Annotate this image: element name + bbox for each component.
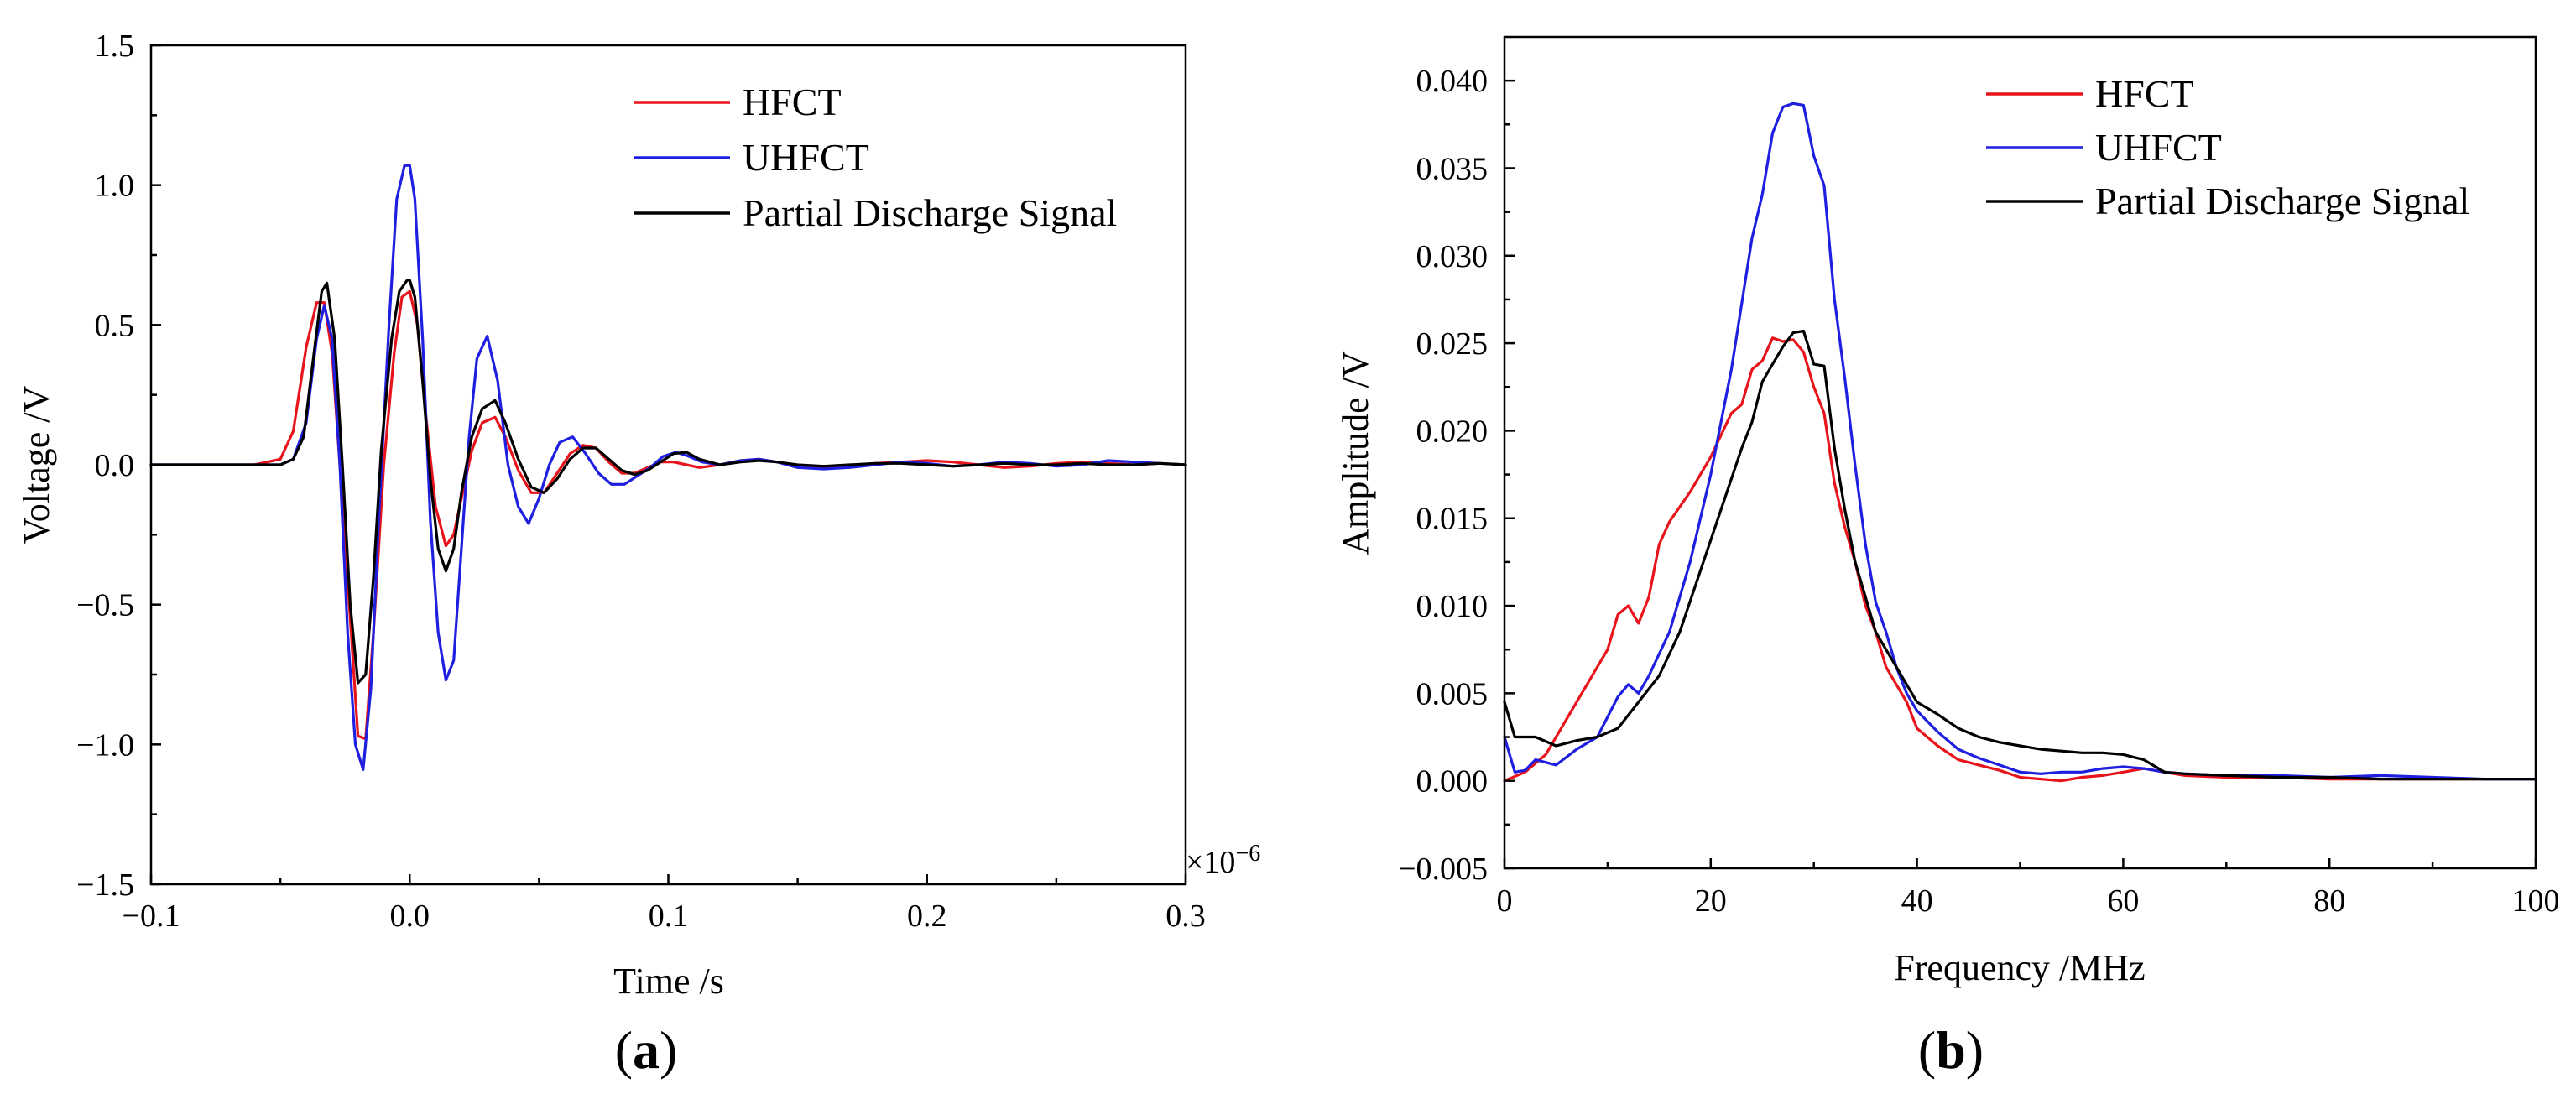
panel-a-legend: HFCT UHFCT Partial Discharge Signal — [634, 81, 1117, 234]
panel-a-x-tick-label: 0.0 — [390, 899, 430, 934]
panel-b-y-tick-label: 0.020 — [1416, 414, 1489, 449]
panel-b-x-tick-label: 20 — [1695, 883, 1727, 919]
panel-b-y-axis-label: Amplitude /V — [1335, 351, 1376, 555]
panel-b-x-axis-label: Frequency /MHz — [1894, 947, 2145, 988]
panel-b-y-tick-label: −0.005 — [1398, 852, 1488, 887]
panel-b-x-tick-label: 0 — [1497, 883, 1513, 919]
panel-a-y-tick-label: −1.5 — [76, 867, 134, 903]
panel-b-series-line-uhfct — [1503, 102, 2537, 781]
panel-a-y-tick-label: 0.0 — [95, 448, 135, 483]
panel-b-label: (b) — [1918, 1020, 1984, 1080]
panel-a-y-tick-label: 1.5 — [95, 29, 135, 64]
panel-b-legend: HFCT UHFCT Partial Discharge Signal — [1986, 72, 2469, 222]
panel-b-ticks: 0 20 40 60 80 100 −0.005 0.000 0.005 0.010 0.015 0.… — [1398, 64, 2559, 919]
panel-b-y-tick-label: 0.035 — [1416, 151, 1489, 186]
panel-a-label: (a) — [615, 1020, 678, 1080]
panel-b-series-line-hfct — [1503, 336, 2537, 783]
panel-a-ticks: −0.1 0.0 0.1 0.2 0.3 −1.5 −1.0 −0.5 0.0 0.5 1.0 1.5 — [76, 29, 1206, 934]
panel-a-y-tick-label: −1.0 — [76, 727, 134, 763]
panel-b-letter: b — [1936, 1020, 1966, 1080]
panel-a-x-tick-label: 0.1 — [649, 899, 689, 934]
panel-b-x-tick-label: 100 — [2512, 883, 2560, 919]
panel-a-series-line-partial-discharge-signal — [149, 279, 1187, 685]
panel-b-legend-label: Partial Discharge Signal — [2095, 180, 2469, 222]
panel-a-x-tick-label: 0.2 — [907, 899, 947, 934]
panel-a-legend-label: UHFCT — [743, 136, 869, 179]
panel-a-x-tick-label: 0.3 — [1165, 899, 1206, 934]
panel-a-y-tick-label: 1.0 — [95, 169, 135, 204]
panel-b-legend-label: HFCT — [2095, 72, 2194, 115]
panel-a-legend-label: HFCT — [743, 81, 842, 123]
panel-b-y-tick-label: 0.025 — [1416, 326, 1489, 362]
panel-a-series-group — [149, 164, 1187, 771]
panel-b-series-line-partial-discharge-signal — [1503, 329, 2537, 781]
panel-b-y-tick-label: 0.010 — [1416, 589, 1489, 624]
panel-a-x-multiplier-exp: −6 — [1235, 841, 1260, 867]
panel-a-y-axis-label: Voltage /V — [16, 385, 57, 544]
panel-b-legend-label: UHFCT — [2095, 126, 2222, 169]
panel-a-x-multiplier-base: ×10 — [1186, 845, 1235, 880]
panel-a-letter: a — [633, 1020, 660, 1080]
panel-a-plot-frame — [149, 44, 1187, 886]
panel-a-chart: −0.1 0.0 0.1 0.2 0.3 −1.5 −1.0 −0.5 0.0 0.5 1.0 1.5… — [16, 29, 1260, 1080]
panel-a-y-tick-label: 0.5 — [95, 308, 135, 343]
panel-a-x-multiplier: ×10−6 — [1186, 841, 1260, 880]
panel-a-x-axis-label: Time /s — [613, 961, 724, 1002]
panel-a-y-tick-label: −0.5 — [76, 588, 134, 623]
panel-a-x-tick-label: −0.1 — [123, 899, 180, 934]
panel-a-series-line-uhfct — [149, 164, 1187, 771]
panel-b-plot-frame — [1503, 35, 2537, 870]
panel-b-x-tick-label: 80 — [2313, 883, 2345, 919]
panel-b-chart: 0 20 40 60 80 100 −0.005 0.000 0.005 0.010 0.015 0.… — [1335, 35, 2560, 1080]
panel-b-y-tick-label: 0.015 — [1416, 502, 1489, 537]
panel-b-x-tick-label: 40 — [1901, 883, 1933, 919]
panel-b-y-tick-label: 0.000 — [1416, 764, 1489, 800]
panel-b-series-group — [1503, 102, 2537, 783]
panel-b-y-tick-label: 0.040 — [1416, 64, 1489, 99]
panel-b-x-tick-label: 60 — [2107, 883, 2139, 919]
panel-b-y-tick-label: 0.005 — [1416, 676, 1489, 711]
panel-a-legend-label: Partial Discharge Signal — [743, 191, 1117, 234]
panel-a-series-line-hfct — [149, 289, 1187, 741]
panel-b-y-tick-label: 0.030 — [1416, 239, 1489, 274]
